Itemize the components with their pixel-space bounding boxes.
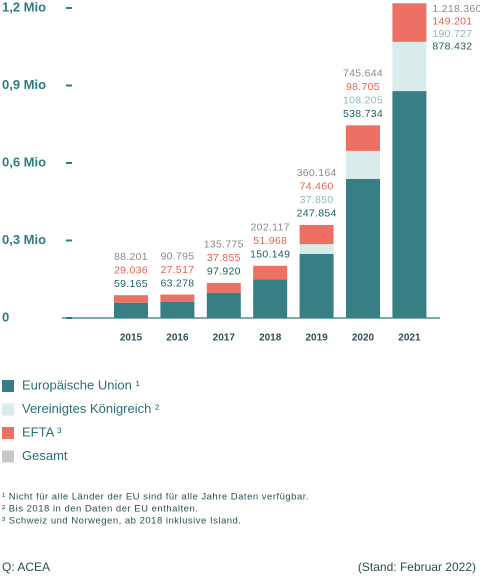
x-tick-label: 2019 <box>305 333 328 344</box>
legend-label: Europäische Union ¹ <box>22 377 140 392</box>
bar-segment <box>299 224 334 245</box>
bar-segment <box>114 302 148 318</box>
date-note: (Stand: Februar 2022) <box>358 560 476 574</box>
value-label: 97.920 <box>207 266 241 278</box>
value-label: 150.149 <box>250 249 290 261</box>
value-label: 59.165 <box>114 278 148 290</box>
source: Q: ACEA <box>2 560 50 574</box>
footnote: ³ Schweiz und Norwegen, ab 2018 inklusiv… <box>2 516 241 527</box>
x-tick-label: 2021 <box>398 333 421 344</box>
total-label: 360.164 <box>297 167 337 179</box>
x-tick-label: 2017 <box>213 333 236 344</box>
value-label: 149.201 <box>432 15 472 27</box>
y-tick-label: 1,2 Mio <box>2 0 46 14</box>
bar-segment <box>253 265 288 280</box>
bar-segment <box>392 3 427 42</box>
bar-segment <box>160 301 195 318</box>
value-label: 538.734 <box>343 108 383 120</box>
x-tick-label: 2016 <box>166 333 189 344</box>
y-tick-label: 0 <box>2 309 9 324</box>
total-label: 88.201 <box>114 251 148 263</box>
bar-segment <box>299 253 334 318</box>
legend-label: Gesamt <box>22 448 68 463</box>
value-label: 51.968 <box>253 235 287 247</box>
value-label: 247.854 <box>297 208 337 220</box>
bar-segment <box>253 279 288 318</box>
value-label: 63.278 <box>160 277 194 289</box>
bar-segment <box>206 282 241 293</box>
value-label: 37.850 <box>300 194 334 206</box>
bar-segment <box>346 178 380 318</box>
total-label: 202.117 <box>251 222 290 234</box>
total-label: 90.795 <box>160 250 194 262</box>
value-label: 74.460 <box>300 181 334 193</box>
value-label: 27.517 <box>160 264 194 276</box>
value-label: 108.205 <box>343 95 383 107</box>
bar-segment <box>114 295 148 303</box>
y-tick-label: 0,9 Mio <box>2 77 46 92</box>
bar-segment <box>392 91 427 318</box>
total-label: 1.218.360 <box>432 3 480 15</box>
x-tick-label: 2015 <box>120 333 143 344</box>
total-label: 745.644 <box>343 68 383 80</box>
legend-swatch <box>2 403 14 416</box>
bar-segment <box>160 294 195 302</box>
bar-segment <box>346 150 380 179</box>
legend-swatch <box>2 427 14 439</box>
value-label: 878.432 <box>432 41 472 53</box>
value-label: 29.036 <box>114 264 148 276</box>
y-tick-label: 0,6 Mio <box>2 154 46 169</box>
bar-segment <box>206 292 241 318</box>
legend-label: EFTA ³ <box>22 424 62 439</box>
footnote: ² Bis 2018 in den Daten der EU enthalten… <box>2 504 198 515</box>
bar-segment <box>346 125 380 151</box>
value-label: 98.705 <box>346 81 380 93</box>
bar-segment <box>299 244 334 254</box>
value-label: 37.855 <box>207 252 241 264</box>
legend-label: Vereinigtes Königreich ² <box>22 401 160 416</box>
bar-segment <box>392 41 427 92</box>
value-label: 190.727 <box>432 28 472 40</box>
x-tick-label: 2020 <box>352 333 375 344</box>
x-tick-label: 2018 <box>259 333 282 344</box>
y-tick-label: 0,3 Mio <box>2 232 46 247</box>
legend-swatch <box>2 450 14 463</box>
footnote: ¹ Nicht für alle Länder der EU sind für … <box>2 492 309 503</box>
legend-swatch <box>2 380 14 392</box>
total-label: 135.775 <box>204 239 244 251</box>
